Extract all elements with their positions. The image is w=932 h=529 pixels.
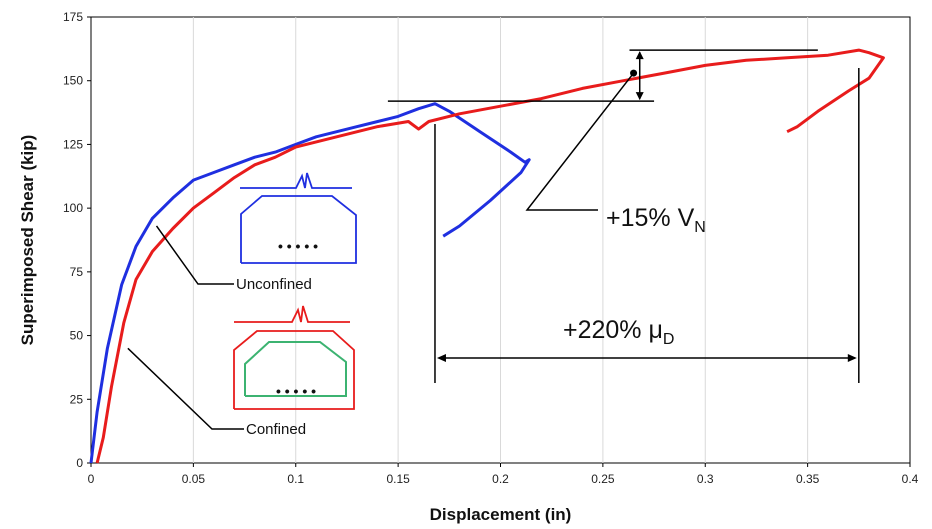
y-tick-label: 50: [70, 329, 84, 343]
series-line-confined: [95, 48, 885, 464]
confined-leader-line: [127, 347, 244, 430]
ductility-increase-label: +220% μD: [563, 316, 674, 348]
x-tick-label: 0.05: [182, 472, 206, 486]
x-tick-label: 0.4: [902, 472, 919, 486]
series-layer: [89, 48, 885, 464]
x-tick-label: 0.35: [796, 472, 820, 486]
unconfined-label: Unconfined: [236, 276, 312, 293]
ductility-arrowhead-right: [847, 354, 857, 362]
annotation-layer: [127, 49, 860, 430]
confined-section-illustration: • • • • •: [233, 305, 355, 410]
x-tick-label: 0: [88, 472, 95, 486]
x-tick-label: 0.15: [386, 472, 410, 486]
ductility-arrowhead-left: [436, 354, 446, 362]
unconfined-leader-line: [155, 225, 234, 285]
x-tick-label: 0.3: [697, 472, 714, 486]
y-axis-title: Superimposed Shear (kip): [18, 135, 37, 346]
y-tick-label: 75: [70, 265, 84, 279]
series-line-unconfined: [89, 102, 531, 464]
y-tick-label: 100: [63, 201, 83, 215]
y-tick-label: 0: [76, 456, 83, 470]
vn-arrowhead-down: [635, 92, 644, 101]
grid-lines: [192, 17, 809, 463]
x-tick-label: 0.25: [591, 472, 615, 486]
y-tick-label: 25: [70, 392, 84, 406]
svg-text:• • • • •: • • • • •: [278, 238, 318, 254]
axis-ticks: 0 0.05 0.1 0.15 0.2 0.25 0.3 0.35 0.4 0 25 50 75 100 1…: [63, 10, 919, 486]
y-tick-label: 175: [63, 10, 83, 24]
x-tick-label: 0.1: [287, 472, 304, 486]
unconfined-section-illustration: • • • • •: [240, 172, 357, 264]
strength-increase-label: +15% VN: [606, 204, 706, 236]
vn-leader-line: [525, 72, 635, 211]
svg-text:• • • • •: • • • • •: [276, 383, 316, 399]
y-tick-label: 125: [63, 137, 83, 151]
x-tick-label: 0.2: [492, 472, 509, 486]
vn-arrowhead-up: [635, 51, 644, 60]
x-axis-title: Displacement (in): [430, 505, 572, 524]
y-tick-label: 150: [63, 74, 83, 88]
confined-label: Confined: [246, 421, 306, 438]
